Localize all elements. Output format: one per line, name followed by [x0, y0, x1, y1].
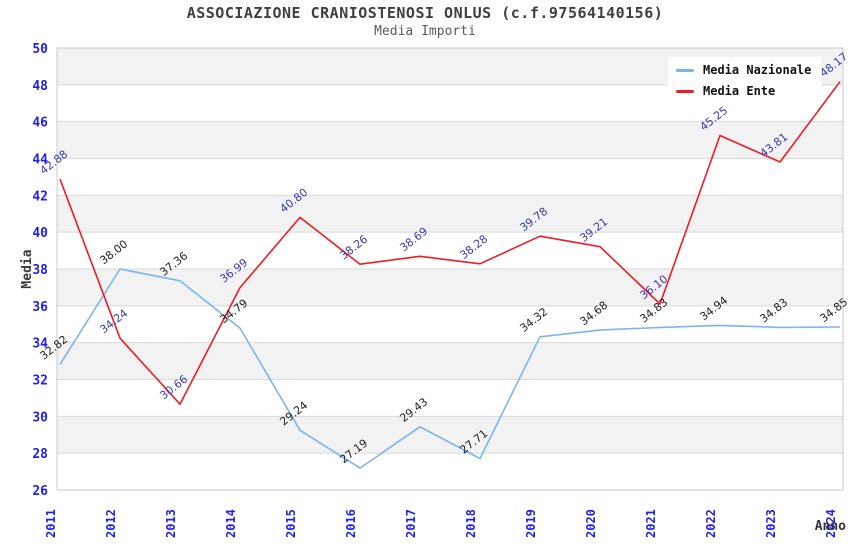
legend-label: Media Nazionale	[703, 63, 812, 77]
y-axis-tick-label: 46	[32, 116, 48, 131]
plot-band	[57, 195, 843, 233]
media-ente-line-swatch	[676, 89, 694, 93]
plot-band	[57, 158, 843, 196]
plot-band	[57, 379, 843, 417]
x-axis-tick-label: 2023	[764, 509, 778, 538]
y-axis-title: Media	[20, 249, 35, 288]
plot-band	[57, 416, 843, 454]
series-line-media-ente	[59, 81, 841, 406]
x-axis-tick-label: 2015	[284, 509, 298, 538]
y-axis-tick-label: 36	[32, 300, 48, 315]
y-axis-tick-label: 26	[32, 484, 48, 499]
plot-band	[57, 121, 843, 159]
y-axis-tick-label: 40	[32, 226, 48, 241]
legend-label: Media Ente	[703, 84, 776, 98]
media-nazionale-line-swatch	[676, 68, 694, 72]
x-axis-tick-label: 2022	[704, 509, 718, 538]
x-axis-tick-label: 2024	[824, 509, 838, 538]
y-axis-tick-label: 38	[32, 263, 48, 278]
x-axis-tick-label: 2019	[524, 509, 538, 538]
x-axis-tick-label: 2020	[584, 509, 598, 538]
x-axis-tick-label: 2011	[44, 509, 58, 538]
y-axis-tick-label: 28	[32, 447, 48, 462]
y-axis-tick-label: 44	[32, 153, 48, 168]
y-axis-tick-label: 50	[32, 42, 48, 57]
series-line-media-nazionale	[59, 268, 841, 469]
plot-band	[57, 232, 843, 269]
x-axis-tick-label: 2014	[224, 509, 238, 538]
chart-title: ASSOCIAZIONE CRANIOSTENOSI ONLUS (c.f.97…	[186, 4, 664, 22]
x-axis-tick-label: 2016	[344, 509, 358, 538]
x-axis-tick-label: 2013	[164, 509, 178, 538]
y-axis-tick-label: 34	[32, 337, 48, 352]
y-axis-tick-label: 48	[32, 79, 48, 94]
x-axis-tick-label: 2021	[644, 509, 658, 538]
plot-band	[57, 305, 843, 343]
x-axis-title: Anno	[815, 519, 846, 534]
y-axis-tick-label: 32	[32, 374, 48, 389]
x-axis-tick-label: 2012	[104, 509, 118, 538]
x-axis-tick-label: 2017	[404, 509, 418, 538]
chart-subtitle: Media Importi	[374, 24, 476, 39]
y-axis-tick-label: 30	[32, 410, 48, 425]
x-axis-tick-label: 2018	[464, 509, 478, 538]
plot-band	[57, 453, 843, 490]
legend: Media Nazionale Media Ente	[668, 57, 822, 104]
plot-border	[56, 47, 844, 491]
plot-band	[57, 342, 843, 380]
legend-item-media-nazionale[interactable]: Media Nazionale	[676, 63, 811, 77]
y-axis-tick-label: 42	[32, 189, 48, 204]
legend-item-media-ente[interactable]: Media Ente	[676, 84, 811, 98]
